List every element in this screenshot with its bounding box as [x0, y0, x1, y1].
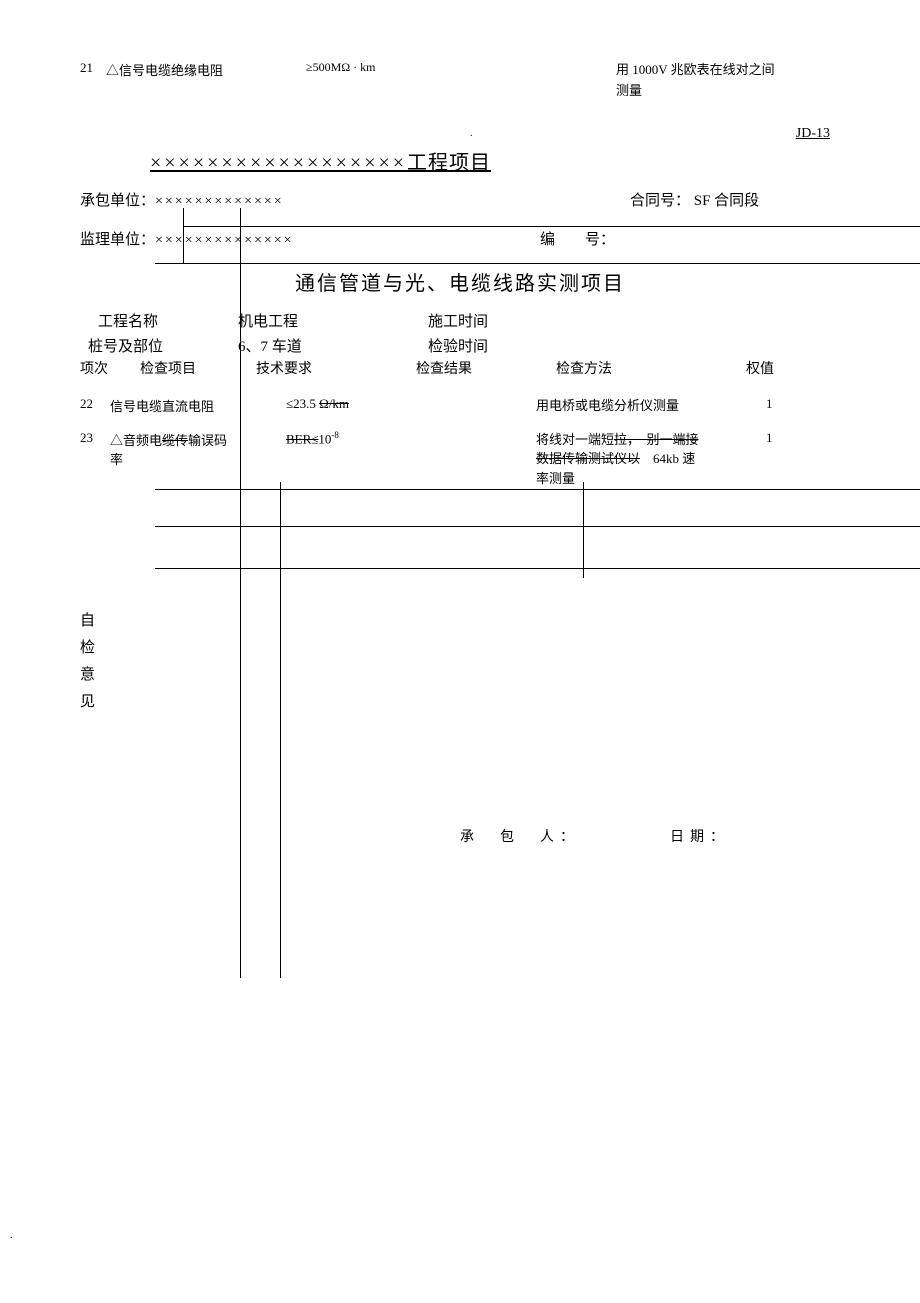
row22-req: ≤23.5 Ω/km — [286, 396, 416, 412]
row23-method-l2b: 64kb 速 — [640, 451, 695, 466]
row23-name-l2: 率 — [110, 452, 123, 467]
row23-weight: 1 — [766, 430, 796, 446]
row-23: 23 △音频电缆传输误码 率 BER≤10-8 将线对一端短拉， 别一端接 数据… — [80, 430, 840, 489]
sign-row: 承 包 人： 日期： — [80, 826, 840, 846]
project-title: ××××××××××××××××××工程项目 — [150, 146, 840, 175]
hdr-req: 技术要求 — [256, 362, 416, 379]
line-v4 — [583, 482, 584, 578]
self-check-c3: 意 — [80, 662, 840, 689]
row23-method-l1b: 拉， 别一端接 — [614, 432, 699, 447]
row21-method-l1: 用 1000V 兆欧表在线对之间 — [616, 62, 775, 77]
supervisor-line: 监理单位：×××××××××××××× 编 号： — [80, 228, 840, 249]
top-dot: . — [470, 128, 473, 139]
row22-req-pre: ≤23.5 — [286, 396, 319, 411]
contractor-label: 承包单位： — [80, 193, 155, 209]
row21-method-l2: 测量 — [616, 83, 642, 98]
proj-name-label: 工程名称 — [98, 310, 238, 331]
stake-label: 桩号及部位 — [88, 335, 238, 356]
row23-method: 将线对一端短拉， 别一端接 数据传输测试仪以 64kb 速 率测量 — [536, 430, 766, 489]
row22-name: 信号电缆直流电阻 — [110, 396, 286, 415]
section-title: 通信管道与光、电缆线路实测项目 — [80, 267, 840, 296]
supervisor-label: 监理单位： — [80, 232, 155, 248]
row23-name: △音频电缆传输误码 率 — [110, 430, 286, 468]
table-header: 项次 检查项目 技术要求 检查结果 检查方法 权值 — [80, 362, 840, 379]
project-title-suffix: 工程项目 — [407, 152, 491, 174]
line-h2 — [155, 263, 920, 264]
bottom-dot: . — [10, 1230, 13, 1241]
row-22: 22 信号电缆直流电阻 ≤23.5 Ω/km 用电桥或电缆分析仪测量 1 — [80, 396, 840, 416]
row23-req-pre: BER≤ — [286, 431, 318, 446]
serial-label: 编 号： — [540, 232, 615, 248]
row23-method-l1a: 将线对一端短 — [536, 432, 614, 447]
line-v3 — [280, 482, 281, 978]
stake-val: 6、7 车道 — [238, 335, 428, 356]
row22-method: 用电桥或电缆分析仪测量 — [536, 396, 766, 416]
contract-label: 合同号： SF 合同段 — [630, 193, 759, 209]
hdr-method: 检查方法 — [536, 362, 746, 379]
form-code: JD-13 — [80, 126, 840, 142]
row22-weight: 1 — [766, 396, 796, 412]
project-title-x: ×××××××××××××××××× — [150, 152, 407, 174]
proj-name-val: 机电工程 — [238, 310, 428, 331]
meta-row-2: 桩号及部位 6、7 车道 检验时间 — [88, 335, 840, 356]
line-v1 — [183, 208, 184, 263]
row23-idx: 23 — [80, 430, 110, 446]
line-v2 — [240, 208, 241, 978]
line-h4 — [155, 526, 920, 527]
meta-row-1: 工程名称 机电工程 施工时间 — [98, 310, 840, 331]
row23-name-end: 输误码 — [188, 433, 227, 448]
self-check-c4: 见 — [80, 689, 840, 716]
row23-name-mid: 缆传 — [162, 433, 188, 448]
supervisor-x: ×××××××××××××× — [155, 233, 294, 248]
contractor-line: 承包单位：××××××××××××× 合同号： SF 合同段 — [80, 189, 840, 210]
line-h5 — [155, 568, 920, 569]
row22-idx: 22 — [80, 396, 110, 412]
row21-req: ≥500MΩ · km — [306, 60, 486, 75]
self-check-label: 自 检 意 见 — [80, 608, 840, 716]
row23-method-l2a: 数据传输测试仪以 — [536, 451, 640, 466]
contractor-x: ××××××××××××× — [155, 194, 284, 209]
row23-req-mid: 10 — [318, 431, 331, 446]
row21-name: △信号电缆绝缘电阻 — [106, 60, 306, 79]
check-time-label: 检验时间 — [428, 335, 548, 356]
hdr-result: 检查结果 — [416, 362, 536, 379]
hdr-item: 检查项目 — [110, 362, 256, 379]
row21-method: 用 1000V 兆欧表在线对之间 测量 — [616, 60, 796, 102]
hdr-weight: 权值 — [746, 362, 786, 379]
row23-req: BER≤10-8 — [286, 430, 416, 447]
const-time-label: 施工时间 — [428, 310, 548, 331]
row21-idx: 21 — [80, 60, 106, 76]
hdr-idx: 项次 — [80, 362, 110, 379]
line-h3 — [155, 489, 920, 490]
row-21: 21 △信号电缆绝缘电阻 ≥500MΩ · km 用 1000V 兆欧表在线对之… — [80, 60, 840, 102]
row22-req-unit: Ω/km — [319, 396, 349, 411]
self-check-c2: 检 — [80, 635, 840, 662]
row23-method-l3: 率测量 — [536, 471, 575, 486]
line-h1 — [183, 226, 920, 227]
self-check-c1: 自 — [80, 608, 840, 635]
sign-date: 日期： — [670, 826, 730, 846]
row23-name-pre: △音频电 — [110, 433, 162, 448]
row23-req-sup: -8 — [331, 430, 339, 440]
sign-contractor: 承 包 人： — [460, 826, 670, 846]
